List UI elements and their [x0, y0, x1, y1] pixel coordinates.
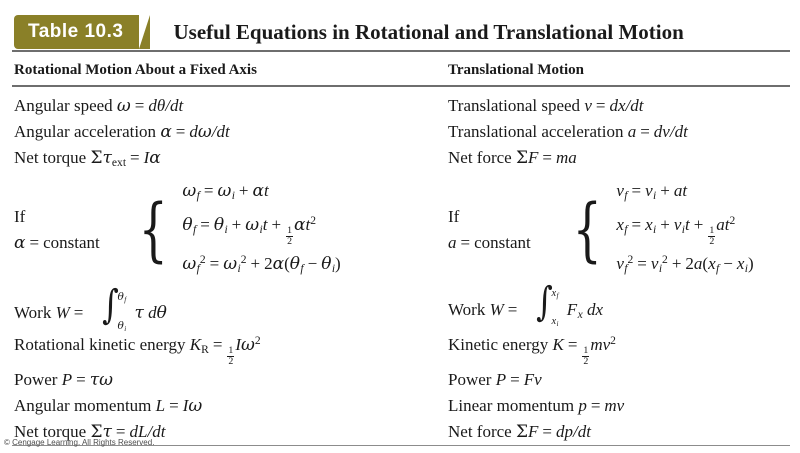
- integral-icon: ∫ θf θi: [101, 281, 127, 333]
- row-label: Angular speed: [14, 96, 113, 115]
- equation-net-force: Net force ΣF = ma: [448, 148, 577, 168]
- equation-v-squared: vf2 = vi2 +2a(xf − xi): [616, 253, 754, 276]
- condition-text: constant: [474, 232, 531, 252]
- table-row: Angular acceleration α = dω/dt Translation…: [14, 119, 800, 145]
- row-label: Work: [14, 302, 52, 322]
- row-label: Power: [14, 369, 58, 389]
- equation-rotational-kinetic-energy: Rotational kinetic energy KR = 1 2 Iω2: [14, 334, 261, 368]
- equation-linear-momentum: Linear momentum p = mv: [448, 395, 625, 415]
- row-label: Net force: [448, 421, 512, 441]
- equation-translational-speed: Translational speed v = dx/dt: [448, 96, 644, 115]
- row-label: Angular acceleration: [14, 122, 157, 141]
- table-header: Table 10.3 Useful Equations in Rotationa…: [0, 0, 800, 50]
- kinematic-equations-translational: vf = vi + at xf = xi + vit +1 2 at2 vf2 = vi2 +2a(xf − x…: [616, 178, 753, 281]
- equation-angular-speed: Angular speed ω = dθ/dt: [14, 96, 184, 116]
- equation-translational-power: Power P = Fv: [448, 369, 542, 389]
- equation-kinetic-energy: Kinetic energy K = 1 2 mv2: [448, 334, 616, 368]
- equation-omega-squared: ωf2 = ωi2 +2α(θf − θi): [182, 253, 341, 276]
- row-label: Work: [448, 300, 486, 320]
- kinematic-equations-rotational: ωf = ωi + αt θf = θi + ωit +1 2 αt2 ωf2 = ωi2 +2α(θf − θ…: [182, 178, 340, 281]
- kinematics-rotational: If α = constant { ωf = ωi + αt θf = θi + ωit +1 2 αt2…: [14, 176, 448, 281]
- condition-label-rotational: If α = constant: [14, 204, 134, 256]
- table-row: Rotational kinetic energy KR = 1 2 Iω2 Kinet…: [14, 328, 800, 367]
- row-label: Angular momentum: [14, 395, 152, 415]
- row-label: Translational speed: [448, 96, 581, 115]
- equation-angular-momentum: Angular momentum L = Iω: [14, 395, 203, 416]
- equation-rotational-power: Power P = τω: [14, 369, 113, 390]
- equation-net-force-rate: Net force ΣF = dp/dt: [448, 421, 591, 442]
- table-row: Angular speed ω = dθ/dt Translational spee…: [14, 93, 800, 119]
- bottom-rule: [12, 444, 790, 446]
- table-row: Angular momentum L = Iω Linear momentum p =…: [14, 393, 800, 419]
- equation-net-torque-rate: Net torque Στ = dL/dt: [14, 421, 166, 442]
- if-label: If: [448, 206, 460, 226]
- equation-angular-acceleration: Angular acceleration α = dω/dt: [14, 122, 230, 142]
- left-brace-icon: {: [572, 188, 602, 270]
- row-label: Translational acceleration: [448, 122, 624, 141]
- if-label: If: [14, 206, 26, 226]
- column-heading-rule: [12, 85, 790, 87]
- table-row-work: Work W = ∫ θf θi τ dθ Work W = ∫ xf xi Fx: [14, 279, 800, 333]
- row-label: Rotational kinetic energy: [14, 335, 186, 355]
- equation-rotational-work: Work W = ∫ θf θi τ dθ: [14, 281, 167, 333]
- column-heading-translational: Translational Motion: [448, 62, 584, 78]
- table-number-badge: Table 10.3: [14, 15, 152, 49]
- equation-x-final: xf = xi + vit +1 2 at2: [616, 214, 736, 248]
- equation-theta-final: θf = θi + ωit +1 2 αt2: [182, 214, 316, 248]
- equations-body: Angular speed ω = dθ/dt Translational spee…: [0, 87, 800, 445]
- header-rule: [12, 50, 790, 52]
- equation-v-final: vf = vi + at: [616, 181, 688, 203]
- kinematics-translational: If a = constant { vf = vi + at xf = xi + vit +1 2 at2…: [448, 176, 754, 281]
- row-label: Net torque: [14, 148, 87, 167]
- table-row: Net torque Στ = dL/dt Net force ΣF = dp/dt: [14, 419, 800, 445]
- table-row: Net torque Στext = Iα Net force ΣF = ma: [14, 145, 800, 176]
- row-label: Power: [448, 369, 492, 389]
- equation-translational-work: Work W = ∫ xf xi Fx dx: [448, 279, 604, 329]
- equation-net-torque: Net torque Στext = Iα: [14, 148, 161, 170]
- row-label: Net force: [448, 148, 512, 167]
- condition-text: constant: [43, 232, 100, 252]
- table-row: Power P = τω Power P = Fv: [14, 367, 800, 393]
- equation-translational-acceleration: Translational acceleration a = dv/dt: [448, 122, 688, 141]
- row-label: Net torque: [14, 421, 87, 441]
- column-heading-rotational: Rotational Motion About a Fixed Axis: [14, 62, 257, 78]
- table-row-kinematics: If α = constant { ωf = ωi + αt θf = θi + ωit +1 2 αt2…: [14, 176, 800, 281]
- row-label: Kinetic energy: [448, 335, 549, 355]
- copyright-notice: © Cengage Learning. All Rights Reserved.: [4, 438, 155, 447]
- condition-label-translational: If a = constant: [448, 204, 568, 256]
- left-brace-icon: {: [138, 188, 168, 270]
- table-title: Useful Equations in Rotational and Trans…: [173, 19, 684, 44]
- row-label: Linear momentum: [448, 395, 575, 415]
- equation-omega-final: ωf = ωi + αt: [182, 181, 269, 203]
- integral-icon: ∫ xf xi: [535, 279, 559, 329]
- column-headings: Rotational Motion About a Fixed Axis Tra…: [0, 52, 800, 85]
